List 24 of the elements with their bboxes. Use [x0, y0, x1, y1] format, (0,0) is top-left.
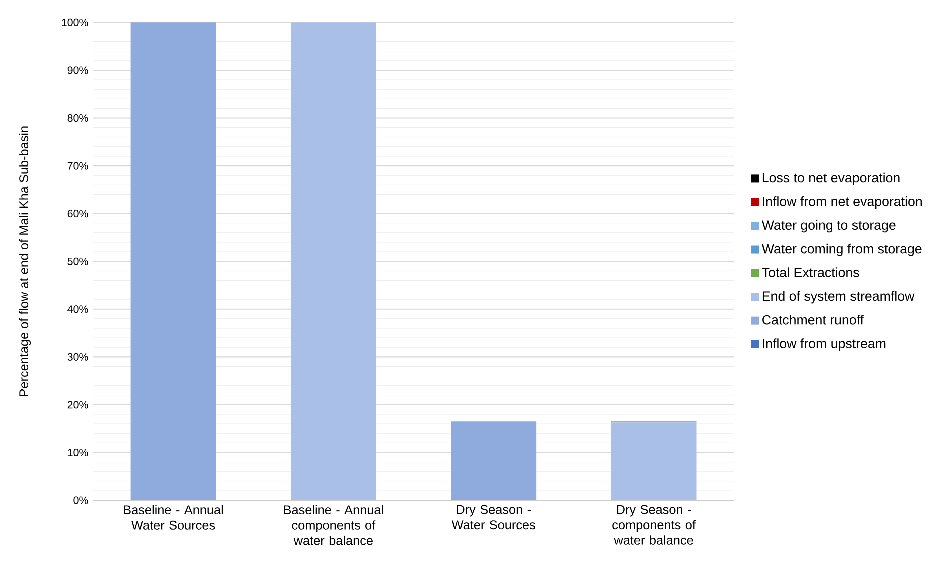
legend-label: Water going to storage — [762, 220, 896, 233]
y-tick-label: 20% — [68, 401, 88, 409]
y-tick-label: 40% — [68, 306, 88, 314]
y-tick-label: 60% — [68, 210, 88, 218]
x-tick-label: Dry Season - Water Sources — [452, 505, 536, 530]
legend-label: Inflow from upstream — [763, 338, 886, 352]
y-tick-label: 0% — [74, 496, 88, 504]
x-tick-label: Baseline - Annual Water Sources — [124, 505, 224, 530]
y-axis-title: Percentage of flow at end of Mali Kha Sub-basin — [19, 126, 32, 396]
legend-label: Water coming from storage — [762, 244, 922, 257]
y-tick-label: 80% — [68, 114, 88, 122]
legend-label: Total Extractions — [762, 268, 860, 278]
x-tick-label: Baseline - Annual components of water balance — [284, 505, 384, 546]
y-tick-label: 70% — [68, 162, 88, 170]
legend-label: Catchment runoff — [762, 315, 864, 325]
y-tick-label: 50% — [68, 258, 88, 266]
y-tick-label: 100% — [62, 19, 88, 27]
legend-label: Loss to net evaporation — [762, 173, 900, 186]
legend-label: End of system streamflow — [762, 291, 915, 304]
y-tick-label: 10% — [68, 449, 88, 457]
x-tick-label: Dry Season - components of water balance — [612, 505, 696, 546]
legend-label: Inflow from net evaporation — [763, 196, 922, 210]
y-tick-label: 90% — [68, 66, 88, 74]
y-tick-label: 30% — [68, 354, 88, 362]
